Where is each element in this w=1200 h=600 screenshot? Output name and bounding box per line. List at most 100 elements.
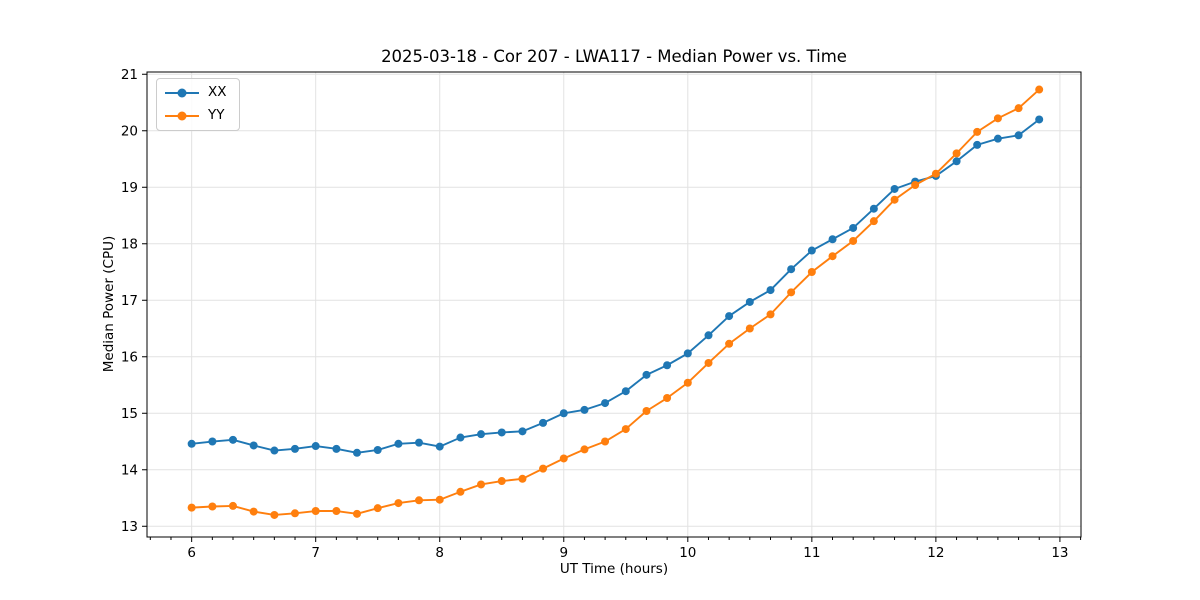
data-point <box>477 430 486 439</box>
data-point <box>869 204 878 213</box>
chart-title: 2025-03-18 - Cor 207 - LWA117 - Median P… <box>381 47 847 66</box>
svg-text:13: 13 <box>121 519 138 535</box>
svg-text:6: 6 <box>187 545 196 561</box>
data-point <box>187 503 196 512</box>
svg-text:18: 18 <box>121 236 138 252</box>
data-point <box>415 496 424 505</box>
data-point <box>352 448 361 457</box>
data-point <box>952 157 961 166</box>
data-point <box>931 169 940 178</box>
data-point <box>497 428 506 437</box>
svg-text:13: 13 <box>1051 545 1068 561</box>
data-point <box>1035 85 1044 94</box>
data-point <box>559 409 568 418</box>
data-point <box>1014 104 1023 113</box>
legend-item-yy: YY <box>165 107 227 125</box>
data-point <box>828 235 837 244</box>
x-axis-ticks: 6 7 8 9 10 11 12 13 <box>149 537 1082 561</box>
svg-text:7: 7 <box>311 545 320 561</box>
data-point <box>911 181 920 189</box>
data-point <box>849 223 858 232</box>
data-point <box>869 217 878 226</box>
series-yy <box>187 85 1044 519</box>
data-point <box>249 507 258 516</box>
data-point <box>642 407 651 415</box>
data-point <box>993 114 1002 123</box>
data-point <box>456 487 465 496</box>
data-point <box>745 324 754 333</box>
data-point <box>621 387 630 396</box>
data-point <box>849 236 858 245</box>
data-point <box>228 501 237 510</box>
data-point <box>828 252 837 261</box>
data-point <box>332 507 341 516</box>
data-point <box>807 268 816 277</box>
data-point <box>642 370 651 379</box>
y-axis-ticks: 13 14 15 16 17 18 19 20 21 <box>121 67 147 535</box>
data-point <box>497 477 506 486</box>
data-point <box>415 438 424 447</box>
data-point <box>290 444 299 453</box>
data-point <box>559 454 568 463</box>
data-point <box>890 195 899 204</box>
data-point <box>311 507 320 516</box>
data-point <box>290 509 299 518</box>
svg-text:10: 10 <box>679 545 696 561</box>
data-point <box>890 184 899 193</box>
data-point <box>270 446 279 455</box>
data-point <box>518 427 527 436</box>
plot-area <box>147 72 1081 537</box>
legend-line-marker-icon <box>165 111 199 121</box>
data-point <box>394 499 403 508</box>
data-point <box>270 510 279 519</box>
data-point <box>208 502 217 511</box>
grid-lines <box>147 72 1081 537</box>
data-point <box>394 439 403 448</box>
data-point <box>766 286 775 295</box>
data-point <box>601 399 610 408</box>
data-point <box>580 445 589 454</box>
data-point <box>704 331 713 340</box>
data-point <box>477 480 486 489</box>
data-point <box>208 437 217 446</box>
svg-text:20: 20 <box>121 123 138 139</box>
data-point <box>766 310 775 319</box>
data-point <box>1035 115 1044 124</box>
data-point <box>683 349 692 358</box>
series-xx <box>187 115 1044 457</box>
data-point <box>993 134 1002 143</box>
data-point <box>435 495 444 504</box>
data-point <box>249 441 258 450</box>
data-point <box>745 297 754 306</box>
data-point <box>580 405 589 414</box>
data-point <box>621 425 630 434</box>
data-point <box>332 444 341 453</box>
legend-label-xx: XX <box>208 84 227 101</box>
svg-text:12: 12 <box>927 545 944 561</box>
data-point <box>683 378 692 387</box>
legend-label-yy: YY <box>208 107 225 124</box>
data-point <box>187 439 196 448</box>
data-point <box>663 361 672 370</box>
data-point <box>539 418 548 427</box>
data-point <box>787 288 796 297</box>
svg-text:16: 16 <box>121 349 138 365</box>
data-point <box>725 312 734 321</box>
data-point <box>725 339 734 348</box>
svg-text:8: 8 <box>435 545 444 561</box>
svg-text:15: 15 <box>121 406 138 422</box>
data-point <box>973 140 982 149</box>
data-point <box>601 437 610 446</box>
legend-dot-icon <box>177 111 187 121</box>
data-point <box>663 394 672 403</box>
data-point <box>973 127 982 136</box>
svg-text:19: 19 <box>121 180 138 196</box>
data-point <box>539 464 548 473</box>
svg-text:21: 21 <box>121 67 138 83</box>
data-point <box>456 433 465 442</box>
svg-text:14: 14 <box>121 462 138 478</box>
legend: XX YY <box>156 78 240 131</box>
svg-text:9: 9 <box>559 545 568 561</box>
